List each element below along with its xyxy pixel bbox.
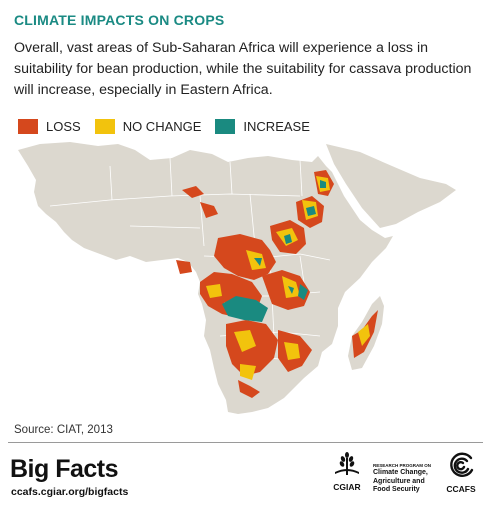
legend-label-loss: LOSS: [46, 119, 81, 134]
arabian-peninsula: [326, 144, 456, 228]
page-subtitle: Overall, vast areas of Sub-Saharan Afric…: [14, 40, 472, 98]
cgiar-logo: CGIAR: [327, 452, 367, 492]
footer-divider: [8, 442, 483, 443]
cgiar-label: CGIAR: [333, 482, 361, 492]
legend-swatch-loss: [18, 119, 38, 134]
ccafs-label: CCAFS: [446, 484, 476, 494]
legend-swatch-increase: [215, 119, 236, 134]
source-note: Source: CIAT, 2013: [14, 424, 113, 436]
page-title: CLIMATE IMPACTS ON CROPS: [14, 12, 225, 28]
legend-swatch-no-change: [94, 119, 115, 134]
program-name: Climate Change, Agriculture and Food Sec…: [373, 469, 428, 493]
legend-item-no-change: NO CHANGE: [94, 119, 202, 134]
big-facts-brand: Big Facts: [10, 455, 119, 483]
program-small-label: RESEARCH PROGRAM ON: [373, 463, 432, 468]
ccafs-logo: CCAFS: [440, 452, 482, 494]
legend: LOSS NO CHANGE INCREASE: [18, 119, 310, 134]
big-facts-url[interactable]: ccafs.cgiar.org/bigfacts: [11, 486, 129, 498]
legend-label-no-change: NO CHANGE: [122, 119, 202, 134]
wheat-icon: [335, 452, 359, 475]
africa-landmass: [18, 142, 393, 414]
ccafs-swirl-icon: [450, 452, 474, 477]
legend-label-increase: INCREASE: [243, 119, 310, 134]
legend-item-loss: LOSS: [18, 119, 81, 134]
africa-map: [18, 142, 456, 414]
legend-item-increase: INCREASE: [215, 119, 310, 134]
research-program-label: RESEARCH PROGRAM ON Climate Change, Agri…: [373, 463, 439, 495]
increase-areas: [222, 180, 326, 322]
